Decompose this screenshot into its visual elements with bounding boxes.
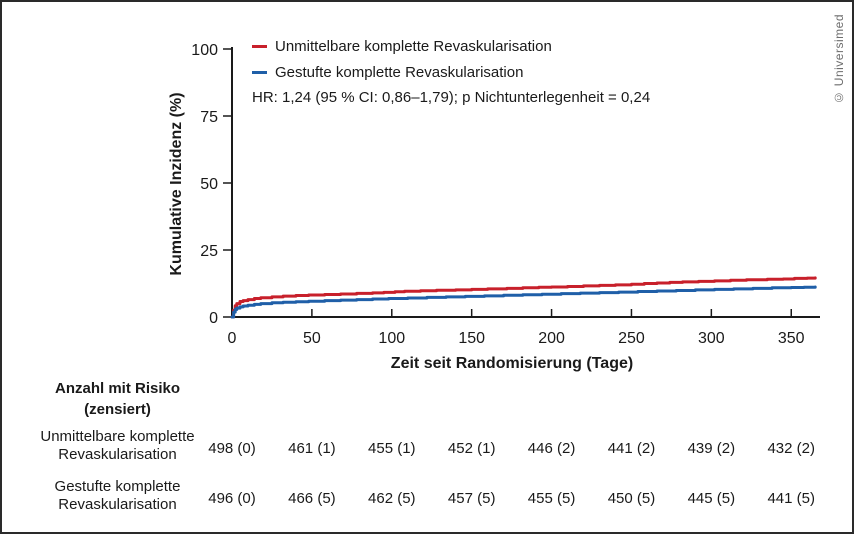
risk-count-cell: 441 (2): [607, 440, 656, 457]
risk-count-cell: 455 (5): [527, 490, 576, 507]
risk-count-cell: 457 (5): [447, 490, 496, 507]
x-tick-label: 50: [303, 330, 321, 347]
y-tick-label: 0: [209, 310, 218, 327]
x-tick-label: 200: [538, 330, 565, 347]
risk-count-cell: 498 (0): [208, 440, 256, 457]
blue-line-swatch: [252, 70, 267, 74]
y-tick-label: 50: [200, 176, 218, 193]
x-tick-label: 150: [458, 330, 485, 347]
risk-count-cell: 496 (0): [208, 490, 256, 507]
y-tick-label: 100: [191, 42, 218, 59]
risk-count-cell: 441 (5): [767, 490, 815, 507]
x-tick-label: 0: [228, 330, 237, 347]
risk-row-values-immediate: 498 (0) 461 (1) 455 (1) 452 (1) 446 (2) 441 (…: [2, 439, 852, 459]
x-tick-label: 300: [698, 330, 725, 347]
watermark-credit: © Universimed: [832, 14, 846, 105]
risk-row-values-staged: 496 (0) 466 (5) 462 (5) 457 (5) 455 (5) 450 (…: [2, 489, 852, 509]
risk-table-header-line1: Anzahl mit Risiko: [54, 380, 181, 397]
risk-count-cell: 450 (5): [607, 490, 656, 507]
risk-row-label-immediate: Unmittelbare komplette Revaskularisation: [40, 428, 195, 463]
risk-row-label-staged: Gestufte komplette Revaskularisation: [54, 478, 181, 513]
risk-count-cell: 446 (2): [527, 440, 576, 457]
chart-legend: Unmittelbare komplette Revaskularisation…: [252, 35, 650, 109]
cumulative-incidence-chart: 0 50 100 150 200 250 300 350 0 25 50 75 100: [191, 42, 820, 347]
risk-count-cell: 466 (5): [288, 490, 336, 507]
x-tick-label: 350: [778, 330, 805, 347]
series-curve-0: [230, 276, 817, 319]
series-curve-1: [230, 285, 817, 319]
legend-label-immediate: Unmittelbare komplette Revaskularisation: [275, 37, 552, 55]
risk-count-cell: 439 (2): [687, 440, 736, 457]
y-tick-label: 75: [200, 109, 218, 126]
x-tick-label: 100: [378, 330, 405, 347]
risk-count-cell: 432 (2): [767, 440, 815, 457]
risk-count-cell: 455 (1): [368, 440, 416, 457]
legend-label-staged: Gestufte komplette Revaskularisation: [275, 63, 524, 81]
hazard-ratio-annotation: HR: 1,24 (95 % CI: 0,86–1,79); p Nichtun…: [252, 89, 651, 106]
risk-count-cell: 462 (5): [368, 490, 416, 507]
legend-item-staged: Gestufte komplette Revaskularisation: [252, 61, 650, 83]
risk-table-header-line2: (zensiert): [84, 401, 151, 418]
risk-count-cell: 452 (1): [447, 440, 496, 457]
red-line-swatch: [252, 44, 267, 48]
y-tick-label: 25: [200, 243, 218, 260]
risk-table-header: Anzahl mit Risiko (zensiert): [10, 378, 225, 420]
y-axis-title: Kumulative Inzidenz (%): [168, 92, 185, 276]
legend-item-immediate: Unmittelbare komplette Revaskularisation: [252, 35, 650, 57]
x-axis-title: Zeit seit Randomisierung (Tage): [390, 355, 634, 372]
x-tick-label: 250: [618, 330, 645, 347]
risk-count-cell: 445 (5): [687, 490, 736, 507]
risk-count-cell: 461 (1): [288, 440, 336, 457]
